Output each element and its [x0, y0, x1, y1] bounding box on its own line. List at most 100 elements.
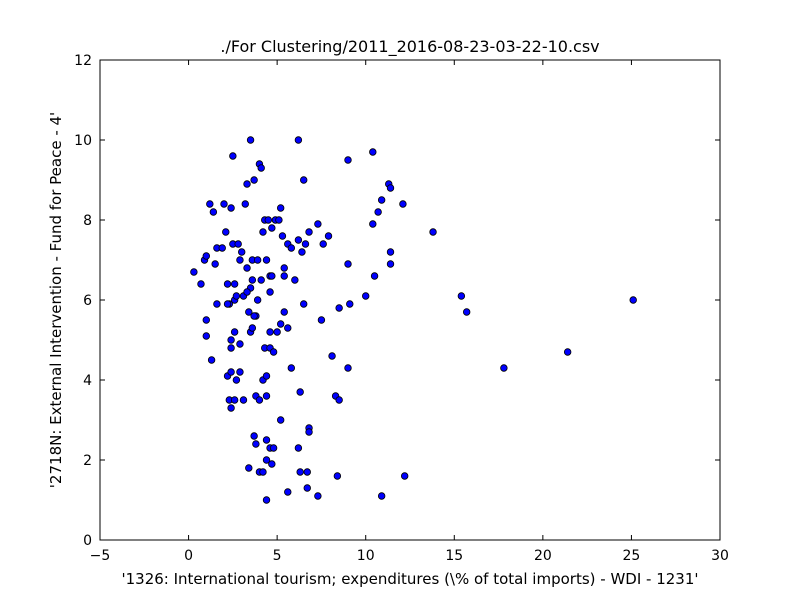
- data-point: [629, 296, 637, 304]
- data-point: [220, 200, 228, 208]
- data-point: [227, 368, 235, 376]
- data-point: [275, 216, 283, 224]
- data-point: [250, 176, 258, 184]
- data-point: [239, 396, 248, 404]
- data-point: [223, 280, 232, 288]
- data-point: [259, 228, 267, 236]
- data-point: [335, 396, 343, 404]
- y-tick-label: 6: [83, 293, 92, 309]
- data-point: [369, 148, 377, 156]
- data-point: [386, 248, 395, 256]
- y-tick-label: 12: [74, 53, 92, 69]
- data-point: [335, 304, 343, 312]
- data-point: [457, 292, 466, 300]
- data-point: [276, 320, 285, 328]
- data-point: [344, 156, 352, 164]
- data-point: [266, 328, 274, 336]
- data-point: [253, 256, 262, 264]
- data-point: [301, 240, 310, 248]
- data-point: [377, 492, 386, 500]
- data-point: [211, 260, 219, 268]
- data-point: [369, 220, 377, 228]
- data-point: [202, 316, 210, 324]
- chart-title: ./For Clustering/2011_2016-08-23-03-22-1…: [220, 37, 599, 57]
- data-point: [278, 232, 287, 240]
- y-tick-label: 4: [83, 373, 92, 389]
- data-point: [305, 228, 313, 236]
- data-point: [294, 136, 303, 144]
- data-point: [284, 324, 292, 332]
- data-point: [238, 248, 246, 256]
- data-point: [262, 392, 271, 400]
- data-point: [268, 272, 276, 280]
- data-point: [370, 272, 379, 280]
- x-tick-label: 0: [184, 548, 193, 564]
- data-point: [276, 416, 285, 424]
- x-tick-label: 15: [445, 548, 463, 564]
- data-point: [209, 208, 218, 216]
- data-point: [266, 288, 274, 296]
- data-point: [429, 228, 437, 236]
- data-point: [243, 288, 251, 296]
- data-point: [248, 276, 257, 284]
- y-tick-label: 8: [83, 213, 92, 229]
- y-axis-label: '2718N: External Intervention - Fund for…: [47, 112, 65, 488]
- data-point: [259, 468, 267, 476]
- data-point: [230, 280, 239, 288]
- data-point: [377, 196, 386, 204]
- data-point: [241, 200, 249, 208]
- data-point: [300, 300, 308, 308]
- data-point: [287, 244, 296, 252]
- data-point: [218, 244, 226, 252]
- x-tick-label: 25: [623, 548, 641, 564]
- data-point: [324, 232, 333, 240]
- data-point: [253, 296, 262, 304]
- data-point: [252, 440, 260, 448]
- data-point: [250, 432, 258, 440]
- data-point: [346, 300, 354, 308]
- data-point: [197, 280, 205, 288]
- y-tick-label: 2: [83, 453, 92, 469]
- data-point: [227, 404, 235, 412]
- y-tick-label: 10: [74, 133, 92, 149]
- data-point: [296, 388, 304, 396]
- data-point: [319, 240, 327, 248]
- x-tick-label: 10: [357, 548, 375, 564]
- data-point: [206, 200, 214, 208]
- x-tick-label: −5: [90, 548, 111, 564]
- data-point: [262, 436, 271, 444]
- data-point: [236, 368, 244, 376]
- data-point: [202, 332, 210, 340]
- data-point: [234, 240, 242, 248]
- data-point: [386, 184, 395, 192]
- data-point: [284, 488, 292, 496]
- x-tick-label: 5: [273, 548, 282, 564]
- x-tick-label: 20: [534, 548, 552, 564]
- data-point: [291, 276, 299, 284]
- data-point: [280, 272, 288, 280]
- data-point: [245, 308, 253, 316]
- data-point: [300, 176, 308, 184]
- data-point: [294, 236, 303, 244]
- data-point: [232, 376, 241, 384]
- data-point: [227, 344, 235, 352]
- data-point: [333, 472, 342, 480]
- data-point: [280, 264, 288, 272]
- data-point: [273, 328, 281, 336]
- data-point: [269, 348, 278, 356]
- data-point: [298, 248, 306, 256]
- data-point: [262, 496, 271, 504]
- data-point: [287, 364, 296, 372]
- data-point: [202, 252, 210, 260]
- data-point: [262, 372, 271, 380]
- data-point: [250, 312, 258, 320]
- data-point: [245, 464, 253, 472]
- plot-frame: [99, 59, 721, 541]
- data-point: [268, 460, 276, 468]
- data-point: [462, 308, 471, 316]
- plot-area: [100, 60, 720, 540]
- data-point: [294, 444, 303, 452]
